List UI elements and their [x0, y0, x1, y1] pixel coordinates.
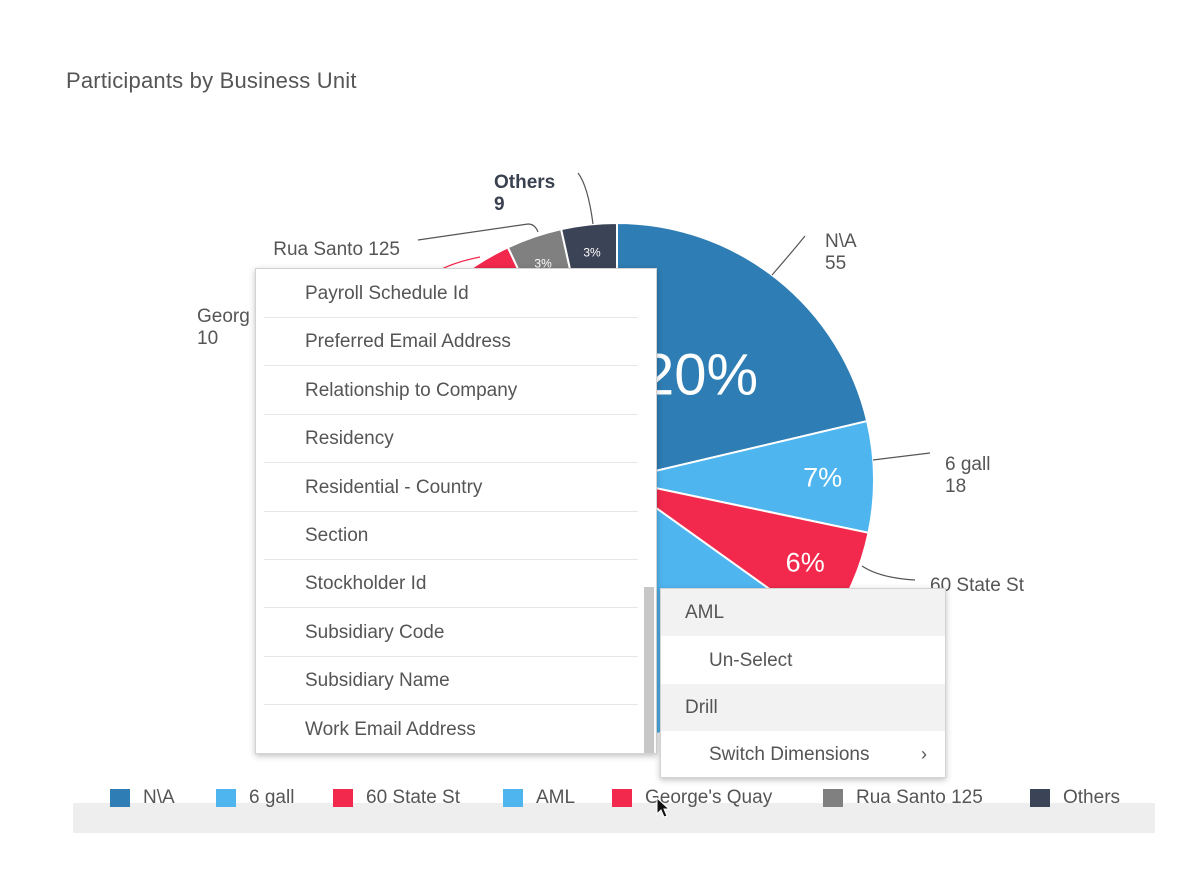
callout-label-n-a: N\A: [825, 231, 857, 252]
legend-item-aml[interactable]: AML: [503, 785, 575, 811]
callout-leader-line: [577, 172, 594, 225]
legend-swatch: [333, 789, 353, 807]
mouse-pointer-icon: [656, 797, 670, 818]
slice-percent-label: 7%: [803, 463, 842, 493]
legend-item-60-state-st[interactable]: 60 State St: [333, 785, 460, 811]
callout-leader-line: [771, 235, 806, 276]
callout-leader-line: [861, 565, 916, 581]
legend-label: AML: [536, 787, 576, 808]
legend-label: 6 gall: [249, 787, 295, 808]
legend-item-n-a[interactable]: N\A: [110, 785, 175, 811]
selection-header: AML: [661, 589, 945, 636]
drill-header: Drill: [661, 684, 945, 731]
dimension-option-residential-country[interactable]: Residential - Country: [264, 464, 638, 512]
dimension-option-relationship-to-company[interactable]: Relationship to Company: [264, 367, 638, 415]
dimension-option-preferred-email-address[interactable]: Preferred Email Address: [264, 318, 638, 367]
legend-swatch: [823, 789, 843, 807]
legend-background: [73, 803, 1155, 833]
chart-context-menu: AML Un-Select Drill Switch Dimensions ›: [660, 588, 946, 778]
dimension-option-subsidiary-name[interactable]: Subsidiary Name: [264, 657, 638, 706]
dimension-option-payroll-schedule-id[interactable]: Payroll Schedule Id: [264, 270, 638, 318]
switch-dimensions-menu: Payroll Schedule Id Preferred Email Addre…: [255, 268, 657, 754]
pie-slice-n-a[interactable]: [616, 221, 869, 482]
chart-legend: N\A 6 gall 60 State St AML George's Quay Rua …: [0, 785, 1200, 811]
dimension-option-stockholder-id[interactable]: Stockholder Id: [264, 560, 638, 609]
slice-percent-label: 3%: [534, 257, 552, 271]
slice-percent-label: 20%: [642, 343, 758, 408]
slice-percent-label: 3%: [583, 246, 601, 260]
unselect-menu-item[interactable]: Un-Select: [709, 650, 793, 671]
pie-slice-6-gall[interactable]: [616, 419, 875, 535]
legend-swatch: [1030, 789, 1050, 807]
dimension-option-work-email-address[interactable]: Work Email Address: [305, 718, 476, 740]
dimension-option-section[interactable]: Section: [264, 512, 638, 560]
callout-label-rua-santo-125: Rua Santo 125: [273, 239, 400, 260]
slice-percent-label: 6%: [786, 548, 825, 578]
chevron-right-icon: ›: [921, 744, 927, 764]
legend-swatch: [612, 789, 632, 807]
legend-item-6-gall[interactable]: 6 gall: [216, 785, 294, 811]
switch-dimensions-label: Switch Dimensions: [709, 744, 870, 765]
dimension-option-subsidiary-code[interactable]: Subsidiary Code: [264, 609, 638, 657]
callout-value: 10: [197, 328, 218, 349]
legend-swatch: [216, 789, 236, 807]
callout-leader-line: [417, 223, 539, 241]
legend-item-others[interactable]: Others: [1030, 785, 1120, 811]
callout-value: 55: [825, 253, 846, 274]
dimension-option-residency[interactable]: Residency: [264, 415, 638, 464]
callout-value: 9: [494, 194, 505, 215]
legend-label: 60 State St: [366, 787, 461, 808]
callout-leader-line: [872, 452, 931, 461]
legend-item-rua-santo-125[interactable]: Rua Santo 125: [823, 785, 983, 811]
menu-scrollbar-thumb[interactable]: [644, 587, 654, 753]
legend-label: Rua Santo 125: [856, 787, 983, 808]
legend-label: George's Quay: [645, 787, 773, 808]
callout-label-6-gall: 6 gall: [945, 454, 990, 475]
legend-swatch: [503, 789, 523, 807]
callout-label-others: Others: [494, 172, 555, 193]
callout-value: 18: [945, 476, 966, 497]
legend-label: Others: [1063, 787, 1121, 808]
callout-label-60-state-st: 60 State St: [930, 575, 1025, 596]
switch-dimensions-menu-item[interactable]: Switch Dimensions ›: [661, 731, 945, 778]
chart-title: Participants by Business Unit: [66, 68, 357, 93]
legend-label: N\A: [143, 787, 175, 808]
legend-swatch: [110, 789, 130, 807]
callout-label-georg: Georg: [197, 306, 250, 327]
legend-item-george-s-quay[interactable]: George's Quay: [612, 785, 772, 811]
